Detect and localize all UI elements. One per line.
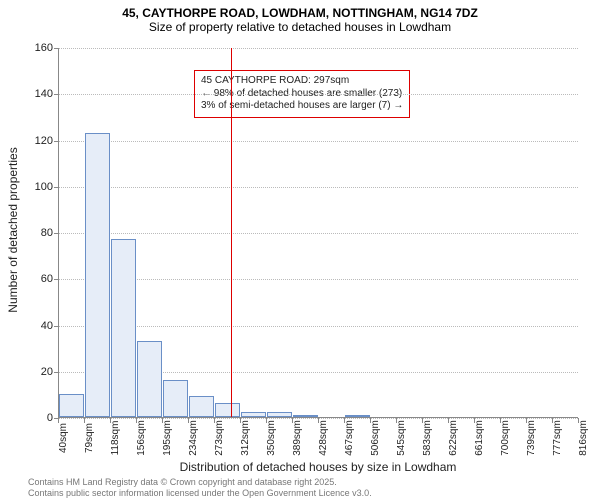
marker-line [231,48,232,417]
y-tick-mark [54,279,59,280]
y-tick-label: 160 [35,42,53,54]
x-tick-label: 118sqm [110,421,121,456]
gridline [59,279,578,280]
y-tick-label: 40 [41,320,53,332]
gridline [59,48,578,49]
histogram-bar [163,380,188,417]
histogram-bar [241,412,266,417]
y-tick-mark [54,94,59,95]
x-tick-label: 156sqm [136,420,147,456]
x-tick-labels: 40sqm 79sqm 118sqm 156sqm 195sqm 234sqm 273sqm… [58,420,578,460]
x-tick-label: 428sqm [318,420,329,456]
title-line1: 45, CAYTHORPE ROAD, LOWDHAM, NOTTINGHAM,… [0,6,600,20]
histogram-bar [293,415,318,417]
histogram-bar [137,341,162,417]
y-tick-label: 0 [47,412,53,424]
title-line2: Size of property relative to detached ho… [0,20,600,34]
gridline [59,326,578,327]
x-tick-label: 506sqm [370,420,381,456]
gridline [59,233,578,234]
chart-plot-area: 45 CAYTHORPE ROAD: 297sqm ← 98% of detac… [58,48,578,418]
histogram-bar [189,396,214,417]
x-tick-label: 467sqm [344,420,355,456]
y-tick-mark [54,187,59,188]
x-tick-label: 583sqm [422,420,433,456]
x-tick-label: 389sqm [292,420,303,456]
x-tick-label: 661sqm [474,420,485,456]
gridline [59,141,578,142]
y-tick-label: 120 [35,135,53,147]
histogram-bar [59,394,84,417]
histogram-bar [111,239,136,417]
y-tick-mark [54,326,59,327]
gridline [59,187,578,188]
chart-titles: 45, CAYTHORPE ROAD, LOWDHAM, NOTTINGHAM,… [0,0,600,34]
x-tick-label: 739sqm [526,420,537,456]
x-tick-label: 816sqm [578,420,589,456]
x-tick-label: 545sqm [396,420,407,456]
footer-line1: Contains HM Land Registry data © Crown c… [28,477,372,487]
y-tick-label: 20 [41,366,53,378]
x-tick-label: 195sqm [162,420,173,456]
x-tick-label: 777sqm [552,420,563,456]
x-tick-label: 622sqm [448,420,459,456]
y-tick-label: 60 [41,273,53,285]
histogram-bar [85,133,110,417]
histogram-bar [267,412,292,417]
x-tick-label: 350sqm [266,420,277,456]
x-tick-label: 700sqm [500,420,511,456]
footer-line2: Contains public sector information licen… [28,488,372,498]
x-tick-label: 234sqm [188,420,199,456]
y-tick-label: 140 [35,88,53,100]
histogram-bar [215,403,240,417]
x-axis-label: Distribution of detached houses by size … [58,460,578,474]
y-tick-mark [54,141,59,142]
x-tick-label: 312sqm [240,420,251,456]
gridline [59,94,578,95]
y-tick-label: 80 [41,227,53,239]
y-tick-mark [54,372,59,373]
y-axis-label: Number of detached properties [6,147,20,312]
y-tick-mark [54,233,59,234]
attribution-footer: Contains HM Land Registry data © Crown c… [28,477,372,498]
histogram-bar [345,415,370,417]
y-tick-mark [54,48,59,49]
y-tick-label: 100 [35,181,53,193]
x-tick-label: 40sqm [58,423,69,453]
x-tick-label: 79sqm [84,423,95,453]
x-tick-label: 273sqm [214,420,225,456]
